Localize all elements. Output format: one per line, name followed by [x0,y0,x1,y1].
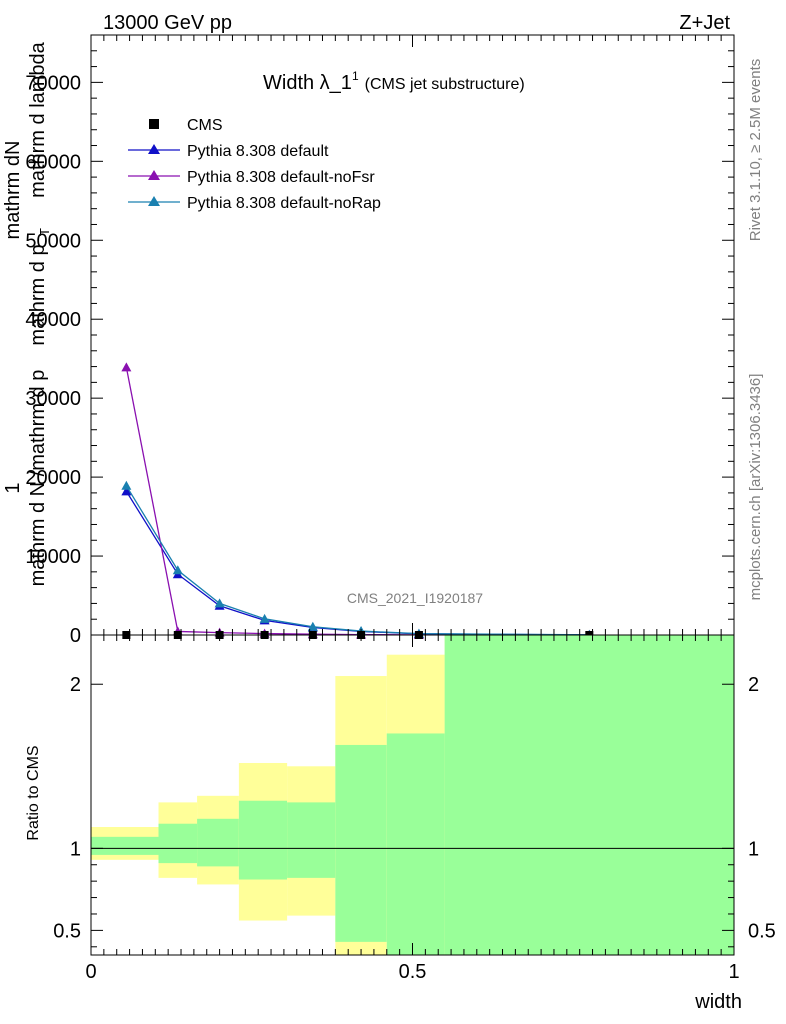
series-0-point-0 [121,486,132,496]
rivet-version-label: Rivet 3.1.10, ≥ 2.5M events [747,59,764,242]
ylabel-part-2: mathrm d N /mathrm d p [27,370,49,587]
ratio-y-tick-label-left: 1 [70,838,81,860]
series-2-point-4 [307,621,318,631]
ratio-y-tick-label-right: 2 [748,674,759,696]
ylabel-subscript: T [37,228,52,236]
y-tick-label: 50000 [25,230,81,252]
legend-marker-3 [148,196,160,206]
analysis-id-label: CMS_2021_I1920187 [347,590,483,606]
ratio-band-green-6 [386,733,445,955]
series-2-point-1 [172,565,183,575]
legend: CMS Pythia 8.308 default Pythia 8.308 defa… [128,117,381,212]
ratio-band-green-5 [335,744,387,942]
header-energy-label: 13000 GeV pp [103,12,232,34]
legend-label-3: Pythia 8.308 default-noRap [187,195,381,212]
ratio-band-green-1 [158,823,198,864]
x-axis-label: width [694,991,742,1013]
ratio-band-green-3 [238,800,288,880]
ratio-band-green-0 [91,836,159,855]
x-tick-label: 1 [728,961,739,983]
series-2-point-0 [121,480,132,490]
ratio-y-tick-label-left: 2 [70,674,81,696]
ylabel-part-3: mathrm dN [2,141,24,240]
header-process-label: Z+Jet [679,12,730,34]
ratio-band-green-2 [197,818,239,867]
x-tick-label: 0.5 [399,961,427,983]
y-tick-label: 20000 [25,467,81,489]
legend-marker-1 [148,144,160,154]
ratio-y-tick-label-left: 0.5 [53,920,81,942]
legend-marker-cms [149,119,159,129]
ratio-plot-panel: 0 0.5 1 0.5 0.51 12 2 Ratio to CMS width [25,634,776,1013]
y-tick-label: 70000 [25,72,81,94]
series-line-2 [125,485,590,636]
series-2-point-2 [214,598,225,608]
ratio-y-axis-label: Ratio to CMS [25,745,42,840]
chart-title-main: Width λ_1 [263,72,352,94]
ratio-y-tick-label-right: 1 [748,838,759,860]
x-tick-label: 0 [85,961,96,983]
main-y-axis-label: 1 mathrm d N /mathrm d p mathrm dN mathr… [2,41,52,586]
y-tick-label: 40000 [25,309,81,331]
ratio-y-tick-label-right: 0.5 [748,920,776,942]
mcplots-source-label: mcplots.cern.ch [arXiv:1306.3436] [747,374,764,601]
chart-title-sub: (CMS jet substructure) [365,76,525,93]
chart-title: Width λ_11 (CMS jet substructure) [263,69,525,94]
legend-marker-2 [148,170,160,180]
ylabel-part-4: mathrm d p [27,244,49,345]
y-tick-label: 30000 [25,388,81,410]
y-tick-label: 10000 [25,546,81,568]
ylabel-part-1: 1 [2,482,24,493]
legend-label-2: Pythia 8.308 default-noFsr [187,169,375,186]
series-2-point-3 [259,613,270,623]
legend-label-0: CMS [187,117,223,134]
y-tick-label: 0 [70,625,81,647]
series-line-0 [125,490,590,636]
chart-title-sup: 1 [352,69,359,83]
main-plot-panel: 0 10000 20000 30000 40000 50000 60000 70000 Wid… [2,34,735,647]
series-1-point-0 [121,362,132,372]
ylabel-part-5: mathrm d lambda [27,41,49,197]
y-tick-label: 60000 [25,151,81,173]
ratio-band-green-7 [444,635,734,955]
legend-label-1: Pythia 8.308 default [187,143,329,160]
ratio-band-green-4 [287,802,336,878]
